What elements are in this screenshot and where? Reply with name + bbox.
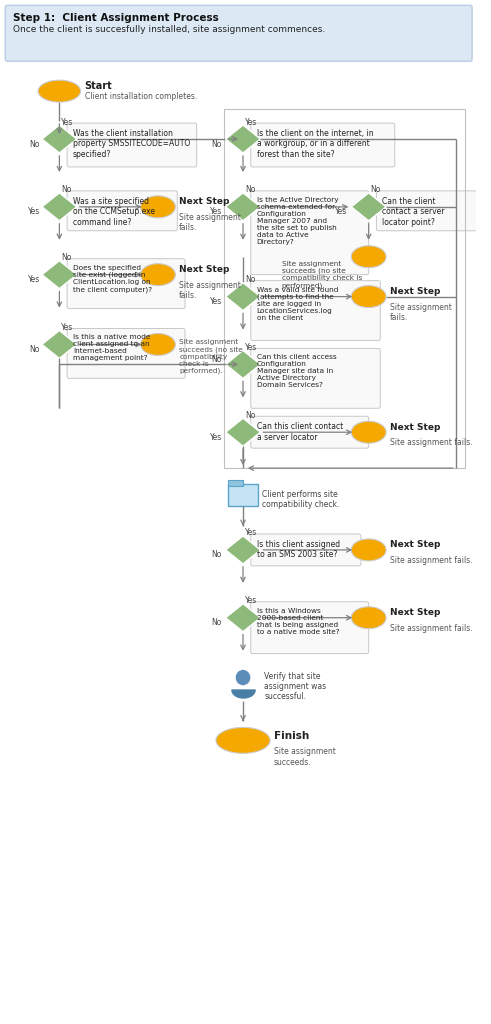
Text: Yes: Yes xyxy=(61,118,74,127)
FancyBboxPatch shape xyxy=(67,259,185,308)
Polygon shape xyxy=(226,536,260,564)
Text: Yes: Yes xyxy=(28,207,40,216)
Text: No: No xyxy=(245,275,255,284)
Text: Was the client installation
property SMSSITECODE=AUTO
specified?: Was the client installation property SMS… xyxy=(73,129,190,159)
FancyBboxPatch shape xyxy=(251,281,380,340)
Polygon shape xyxy=(42,331,77,358)
FancyBboxPatch shape xyxy=(377,190,477,230)
Ellipse shape xyxy=(38,80,81,102)
Text: Is the client on the internet, in
a workgroup, or in a different
forest than the: Is the client on the internet, in a work… xyxy=(257,129,373,159)
Text: Next Step: Next Step xyxy=(390,423,440,432)
FancyBboxPatch shape xyxy=(251,602,369,653)
Text: Is this client assigned
to an SMS 2003 site?: Is this client assigned to an SMS 2003 s… xyxy=(257,540,340,559)
Ellipse shape xyxy=(216,727,270,754)
Text: No: No xyxy=(61,185,72,195)
Ellipse shape xyxy=(351,286,386,307)
Polygon shape xyxy=(42,193,77,221)
Ellipse shape xyxy=(351,607,386,629)
Ellipse shape xyxy=(140,263,175,286)
Text: Is this a Windows
2000-based client
that is being assigned
to a native mode site: Is this a Windows 2000-based client that… xyxy=(257,607,339,635)
Text: Yes: Yes xyxy=(210,297,222,306)
Text: Is the Active Directory
schema extended for
Configuration
Manager 2007 and
the s: Is the Active Directory schema extended … xyxy=(257,197,338,245)
FancyBboxPatch shape xyxy=(5,5,472,61)
Text: No: No xyxy=(245,411,255,420)
Text: No: No xyxy=(212,550,222,559)
Polygon shape xyxy=(226,418,260,446)
FancyBboxPatch shape xyxy=(251,534,361,566)
Text: Yes: Yes xyxy=(28,275,40,284)
Text: Yes: Yes xyxy=(210,433,222,441)
Text: No: No xyxy=(29,139,40,148)
Text: Next Step: Next Step xyxy=(179,198,230,207)
Text: Verify that site
assignment was
successful.: Verify that site assignment was successf… xyxy=(264,672,327,701)
FancyBboxPatch shape xyxy=(251,348,380,409)
FancyBboxPatch shape xyxy=(251,417,369,449)
Text: Yes: Yes xyxy=(245,528,257,538)
Ellipse shape xyxy=(140,334,175,355)
Polygon shape xyxy=(226,125,260,153)
Polygon shape xyxy=(351,193,386,221)
Polygon shape xyxy=(226,283,260,310)
Text: No: No xyxy=(245,185,255,195)
Text: Site assignment
succeeds.: Site assignment succeeds. xyxy=(274,748,336,767)
Ellipse shape xyxy=(351,246,386,267)
Text: Yes: Yes xyxy=(210,207,222,216)
Text: Is this a native mode
client assigned to an
Internet-based
management point?: Is this a native mode client assigned to… xyxy=(73,335,150,361)
Text: Site assignment fails.: Site assignment fails. xyxy=(390,556,472,565)
Text: Site assignment fails.: Site assignment fails. xyxy=(390,438,472,447)
Text: Yes: Yes xyxy=(61,323,74,332)
Ellipse shape xyxy=(351,539,386,561)
Text: Yes: Yes xyxy=(245,343,257,352)
Text: Can this client contact
a server locator: Can this client contact a server locator xyxy=(257,422,343,441)
Ellipse shape xyxy=(351,421,386,443)
Text: Site assignment
succeeds (no site
compatibility check is
performed).: Site assignment succeeds (no site compat… xyxy=(282,261,362,289)
Text: Next Step: Next Step xyxy=(390,541,440,550)
Text: Yes: Yes xyxy=(245,118,257,127)
Text: No: No xyxy=(29,345,40,354)
Text: Start: Start xyxy=(84,81,112,91)
Polygon shape xyxy=(226,350,260,378)
Text: Step 1:  Client Assignment Process: Step 1: Client Assignment Process xyxy=(13,13,218,24)
Text: Was a valid site found
(attempts to find the
site are logged in
LocationServices: Was a valid site found (attempts to find… xyxy=(257,287,338,322)
Text: Finish: Finish xyxy=(274,731,309,741)
Polygon shape xyxy=(226,193,260,221)
FancyBboxPatch shape xyxy=(67,329,185,378)
Text: Yes: Yes xyxy=(245,596,257,605)
Text: Site assignment
fails.: Site assignment fails. xyxy=(179,213,241,232)
Text: No: No xyxy=(212,139,222,148)
Polygon shape xyxy=(226,604,260,632)
FancyBboxPatch shape xyxy=(67,190,177,230)
FancyBboxPatch shape xyxy=(251,123,395,167)
Polygon shape xyxy=(42,125,77,153)
Text: Was a site specified
on the CCMSetup.exe
command line?: Was a site specified on the CCMSetup.exe… xyxy=(73,197,155,226)
Text: Next Step: Next Step xyxy=(390,608,440,617)
Polygon shape xyxy=(42,261,77,289)
Text: Next Step: Next Step xyxy=(390,287,440,296)
Text: No: No xyxy=(371,185,381,195)
Text: Once the client is succesfully installed, site assignment commences.: Once the client is succesfully installed… xyxy=(13,26,325,35)
Text: No: No xyxy=(212,355,222,364)
FancyBboxPatch shape xyxy=(251,190,369,274)
Text: No: No xyxy=(61,253,72,262)
Text: No: No xyxy=(212,618,222,627)
FancyBboxPatch shape xyxy=(227,480,243,486)
Text: Does the specified
site exist (logged in
ClientLocation.log on
the client comput: Does the specified site exist (logged in… xyxy=(73,264,152,293)
FancyBboxPatch shape xyxy=(67,123,196,167)
Text: Next Step: Next Step xyxy=(179,265,230,274)
Text: Yes: Yes xyxy=(335,207,348,216)
Ellipse shape xyxy=(140,196,175,218)
Circle shape xyxy=(235,670,251,685)
Text: Can this client access
Configuration
Manager site data in
Active Directory
Domai: Can this client access Configuration Man… xyxy=(257,354,336,388)
Text: Site assignment
succeeds (no site
compatibility
check is
performed).: Site assignment succeeds (no site compat… xyxy=(179,340,243,375)
Text: Client installation completes.: Client installation completes. xyxy=(84,91,197,100)
FancyBboxPatch shape xyxy=(227,484,258,506)
Text: Site assignment
fails.: Site assignment fails. xyxy=(179,281,241,300)
Text: Site assignment fails.: Site assignment fails. xyxy=(390,624,472,633)
Text: Can the client
contact a server
locator point?: Can the client contact a server locator … xyxy=(382,197,445,226)
Text: Site assignment
fails.: Site assignment fails. xyxy=(390,302,452,322)
Text: Client performs site
compatibility check.: Client performs site compatibility check… xyxy=(262,490,340,510)
